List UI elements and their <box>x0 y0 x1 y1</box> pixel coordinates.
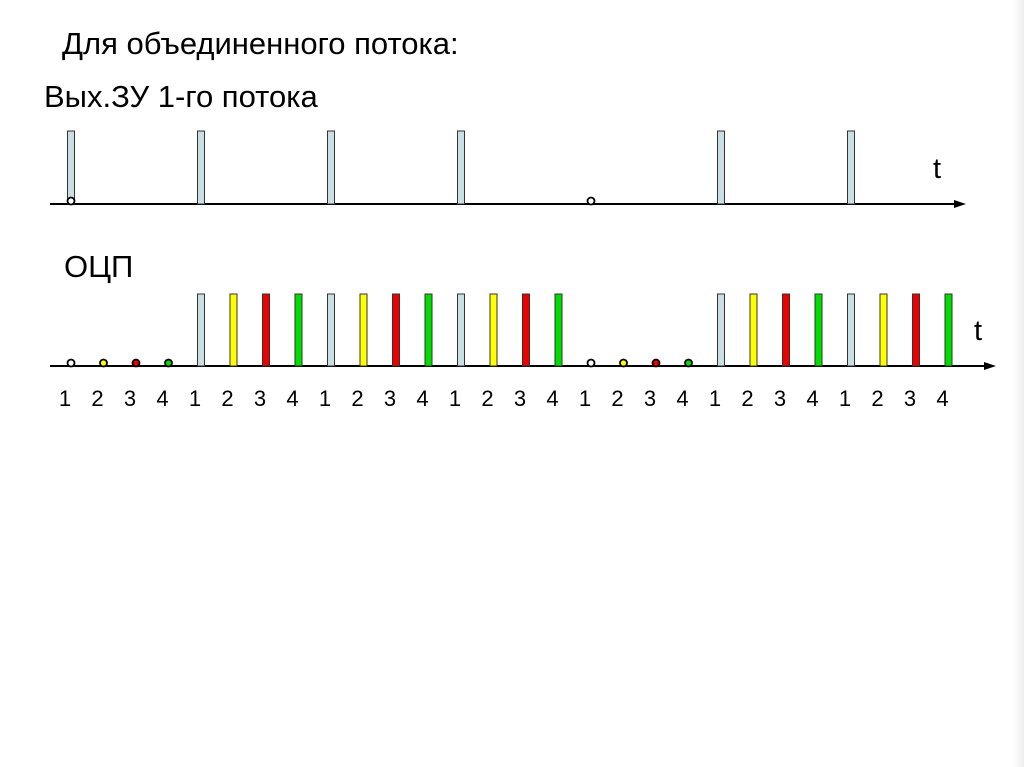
slot-number: 1 <box>59 386 71 411</box>
slot-number: 2 <box>221 386 233 411</box>
ocp-pulse-ch2 <box>749 293 758 367</box>
stream1-pulse <box>67 130 75 205</box>
slot-number: 1 <box>579 386 591 411</box>
ocp-pulse-ch1 <box>457 293 465 367</box>
stream1-pulse <box>197 130 205 205</box>
stream1-pulse <box>457 130 465 205</box>
ocp-pulse-ch4 <box>944 293 953 367</box>
page-edge-shadow <box>1012 0 1024 767</box>
ocp-pulse-ch3 <box>912 293 920 367</box>
slot-number: 2 <box>871 386 883 411</box>
ocp-pulse-ch4 <box>554 293 563 367</box>
ocp-pulse-ch2 <box>879 293 888 367</box>
ocp-pulse-ch2 <box>229 293 238 367</box>
slot-number: 4 <box>156 386 168 411</box>
ocp-empty-slot-marker-ch3 <box>131 358 141 368</box>
ocp-empty-slot-marker-ch4 <box>164 358 173 368</box>
ocp-pulse-ch1 <box>197 293 205 367</box>
slot-number: 4 <box>676 386 688 411</box>
ocp-pulse-ch1 <box>717 293 725 367</box>
slot-number: 3 <box>644 386 656 411</box>
stream1-axis-arrowhead <box>954 200 966 208</box>
slot-number: 1 <box>319 386 331 411</box>
slot-number: 3 <box>254 386 266 411</box>
ocp-pulse-ch3 <box>782 293 790 367</box>
stream1-pulse <box>717 130 725 205</box>
slot-number: 3 <box>514 386 526 411</box>
diagram-title: Для объединенного потока: <box>62 26 459 61</box>
ocp-pulse-ch2 <box>359 293 368 367</box>
ocp-empty-slot-marker-ch4 <box>684 358 693 368</box>
slot-number: 1 <box>449 386 461 411</box>
slot-number: 2 <box>611 386 623 411</box>
ocp-pulse-ch3 <box>262 293 270 367</box>
slot-number: 2 <box>741 386 753 411</box>
slot-number: 3 <box>774 386 786 411</box>
slot-number: 4 <box>546 386 558 411</box>
ocp-pulse-ch1 <box>327 293 335 367</box>
ocp-label: ОЦП <box>64 249 134 284</box>
slot-number: 1 <box>189 386 201 411</box>
slot-number: 4 <box>936 386 948 411</box>
slot-number: 1 <box>839 386 851 411</box>
ocp-pulse-ch1 <box>847 293 855 367</box>
stream1-pulse <box>847 130 855 205</box>
stream1-timeline <box>50 130 966 208</box>
ocp-pulse-ch4 <box>294 293 303 367</box>
ocp-axis-arrowhead <box>984 362 996 370</box>
slot-number: 2 <box>91 386 103 411</box>
slot-number: 1 <box>709 386 721 411</box>
ocp-empty-slot-marker-ch1 <box>586 358 596 368</box>
ocp-timeline <box>50 293 996 370</box>
ocp-empty-slot-marker-ch1 <box>66 358 76 368</box>
slot-number: 3 <box>904 386 916 411</box>
slot-number: 3 <box>124 386 136 411</box>
ocp-pulse-ch4 <box>424 293 433 367</box>
ocp-pulse-ch4 <box>814 293 823 367</box>
slot-number: 3 <box>384 386 396 411</box>
slot-number: 2 <box>481 386 493 411</box>
stream1-pulse <box>327 130 335 205</box>
stream1-label: Вых.ЗУ 1-го потока <box>44 79 318 114</box>
slot-number: 2 <box>351 386 363 411</box>
ocp-empty-slot-marker-ch2 <box>99 358 108 368</box>
slot-number: 4 <box>286 386 298 411</box>
stream1-time-axis-label: t <box>933 153 942 185</box>
slot-number: 4 <box>416 386 428 411</box>
ocp-time-axis-label: t <box>974 315 983 347</box>
stream1-empty-slot-marker <box>586 196 596 206</box>
ocp-empty-slot-marker-ch3 <box>651 358 661 368</box>
slot-number: 4 <box>806 386 818 411</box>
ocp-pulse-ch3 <box>522 293 530 367</box>
ocp-pulse-ch2 <box>489 293 498 367</box>
ocp-pulse-ch3 <box>392 293 400 367</box>
stream1-empty-slot-marker <box>66 196 76 206</box>
ocp-empty-slot-marker-ch2 <box>619 358 628 368</box>
